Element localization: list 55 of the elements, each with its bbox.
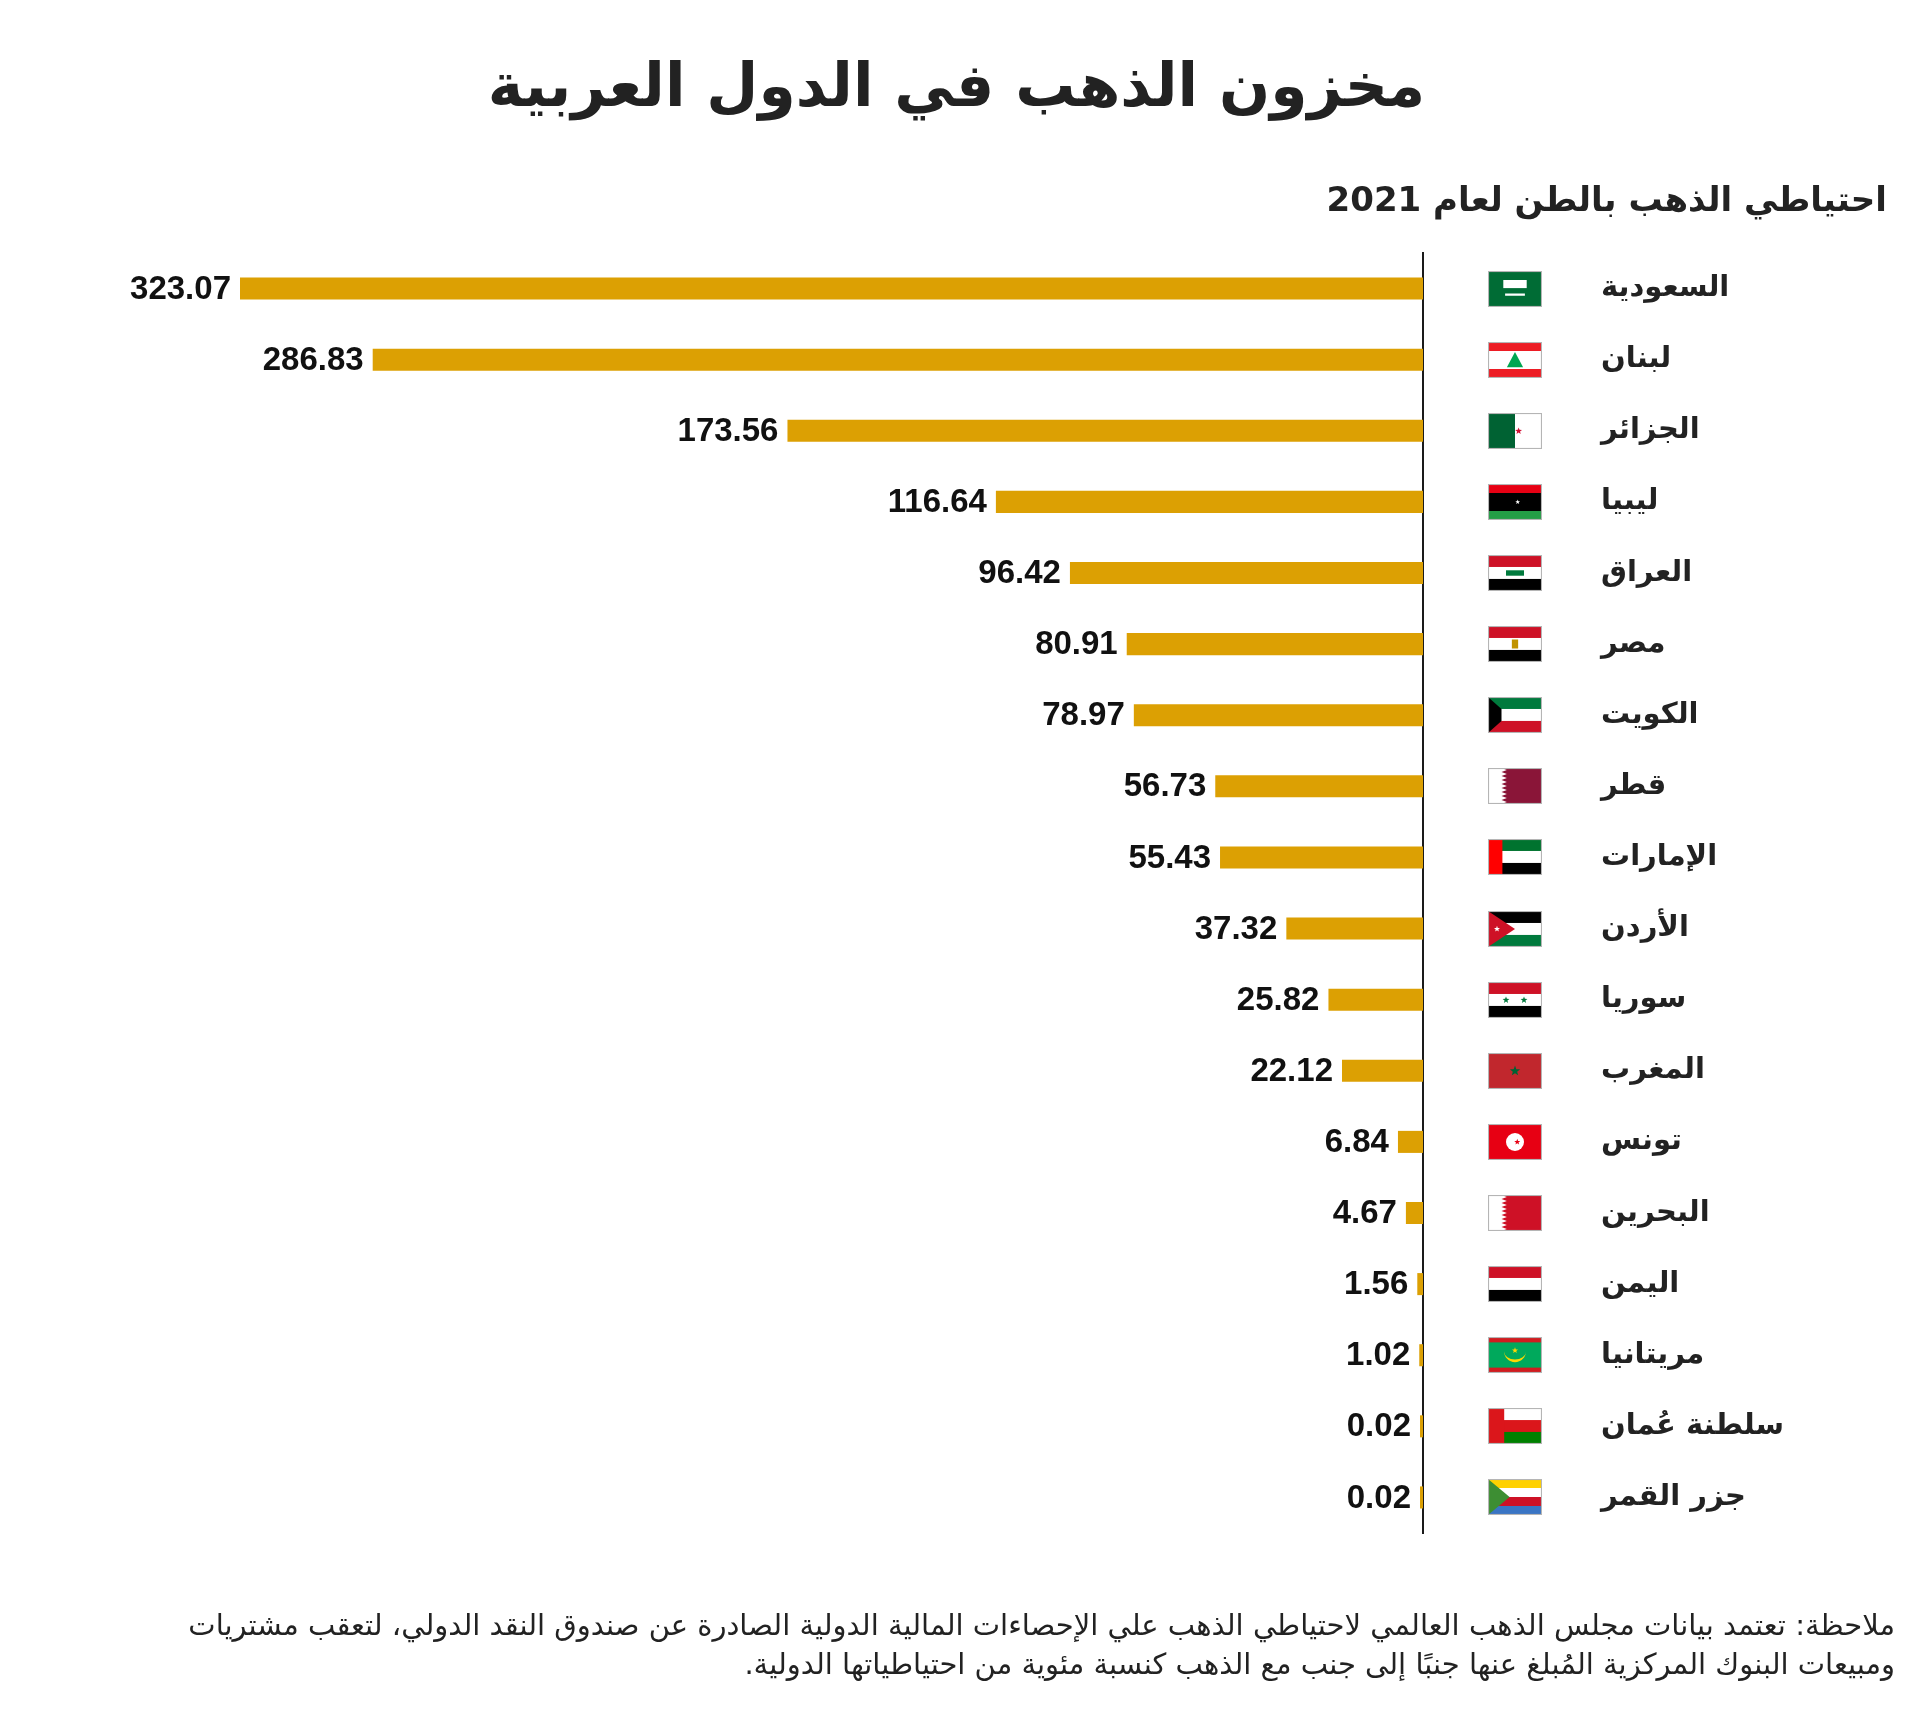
data-label: 22.12 (1250, 1050, 1333, 1088)
bar (1342, 1059, 1423, 1082)
y-tick-label: المغرب (1601, 1051, 1705, 1086)
bar (1069, 561, 1423, 585)
bar (995, 490, 1423, 513)
y-tick-label: البحرين (1601, 1193, 1710, 1228)
bar (1397, 1130, 1423, 1153)
y-tick-label: الكويت (1601, 695, 1699, 730)
y-tick-label: العراق (1601, 553, 1693, 588)
data-label: 0.02 (1346, 1477, 1411, 1515)
y-tick-label: الأردن (1601, 908, 1689, 944)
bar (1419, 1344, 1423, 1367)
data-label: 173.56 (677, 410, 779, 448)
y-tick-label: سلطنة عُمان (1601, 1406, 1785, 1441)
bar (240, 277, 1423, 300)
bar (1417, 1273, 1423, 1296)
y-tick-label: تونس (1601, 1122, 1682, 1157)
y-tick-label: قطر (1599, 766, 1667, 801)
data-label: 1.56 (1344, 1264, 1409, 1302)
bar (1220, 846, 1423, 869)
y-tick-label: سوريا (1601, 980, 1687, 1015)
data-label: 323.07 (130, 268, 231, 306)
bar (1126, 633, 1423, 656)
data-label: 56.73 (1123, 766, 1207, 804)
data-label: 96.42 (978, 553, 1061, 591)
y-tick-label: مصر (1599, 624, 1666, 659)
data-label: 80.91 (1035, 624, 1118, 662)
bar (1405, 1201, 1423, 1225)
bar (787, 419, 1423, 442)
y-tick-label: اليمن (1601, 1264, 1680, 1299)
bar (1286, 917, 1423, 940)
y-tick-label: لبنان (1601, 340, 1672, 375)
bar (1328, 988, 1423, 1011)
y-tick-label: الإمارات (1601, 837, 1718, 872)
data-label: 1.02 (1346, 1335, 1411, 1373)
data-label: 6.84 (1324, 1121, 1390, 1159)
y-tick-label: جزر القمر (1599, 1477, 1746, 1512)
data-label: 55.43 (1128, 837, 1212, 875)
data-label: 0.02 (1346, 1406, 1411, 1444)
y-tick-label: السعودية (1601, 269, 1730, 304)
bar (1133, 704, 1423, 727)
bar (1215, 775, 1423, 798)
text: احتياطي الذهب بالطن لعام 2021 (1326, 178, 1887, 222)
data-label: 25.82 (1236, 979, 1320, 1017)
data-label: 286.83 (262, 339, 364, 377)
y-tick-label: ليبيا (1601, 482, 1659, 517)
y-tick-label: مريتانيا (1601, 1335, 1705, 1370)
text: ملاحظة: تعتمد بيانات مجلس الذهب العالمي لاحتياطي الذهب علي الإحصاءات المالية الدولية الصادرة عن صندوق النقد الدولي، لتعقب مشتريات ومبيعات البنوك المركزية المُبلغ عنها جنبًا إلى جنب مع الذهب كنسبة مئوية من احتياطياتها الدولية. (187, 1607, 1895, 1683)
data-label: 37.32 (1194, 908, 1278, 946)
chart-title: مخزون الذهب في الدول العربية (486, 49, 1427, 123)
data-label: 4.67 (1332, 1193, 1397, 1231)
data-label: 116.64 (887, 481, 988, 519)
bar (372, 348, 1423, 371)
y-tick-label: الجزائر (1599, 411, 1700, 446)
data-label: 78.97 (1042, 695, 1125, 733)
